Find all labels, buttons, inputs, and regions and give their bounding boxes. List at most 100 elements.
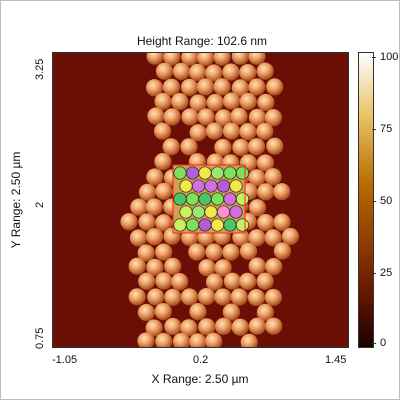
particle [180, 319, 198, 337]
labeled-particle [223, 166, 237, 180]
particle [230, 288, 248, 306]
colorbar-tick-mark [372, 57, 376, 58]
particle [172, 62, 191, 80]
particle [247, 138, 266, 156]
y-tick-mid: 2 [34, 201, 46, 208]
particle [155, 272, 173, 290]
particle [128, 257, 146, 275]
particle [130, 198, 148, 216]
particle [214, 109, 233, 127]
particle [155, 182, 173, 200]
labeled-particle [235, 192, 250, 206]
labeled-particle [216, 179, 231, 193]
labeled-particle [185, 218, 200, 232]
particle [145, 319, 163, 337]
particle [138, 213, 156, 231]
particle [248, 199, 267, 217]
particle [256, 303, 274, 322]
particle [155, 243, 173, 261]
particle [213, 78, 231, 96]
particle [137, 332, 155, 347]
particle [239, 242, 258, 260]
labeled-particle [229, 205, 243, 219]
particle [138, 272, 156, 290]
particle [256, 272, 274, 290]
particle [189, 63, 207, 81]
particle [164, 317, 182, 336]
particle [162, 78, 181, 96]
particle [189, 303, 207, 321]
particle [154, 153, 172, 171]
particle [273, 183, 291, 201]
particle [248, 257, 266, 275]
particle [214, 317, 233, 335]
particle [232, 138, 250, 157]
particle [137, 244, 155, 262]
labeled-particle [204, 205, 218, 219]
particle [146, 258, 164, 276]
labeled-particle [210, 192, 225, 206]
particle [162, 138, 180, 156]
particle [264, 288, 283, 307]
particle [222, 243, 240, 261]
particle [180, 78, 199, 96]
particle [248, 108, 266, 126]
labeled-particle [229, 179, 243, 193]
particle [239, 92, 257, 111]
labeled-particle [173, 192, 187, 206]
particle [239, 272, 257, 290]
particle [180, 138, 198, 156]
colorbar-tick-75: 75 [380, 123, 393, 135]
y-tick-bottom: 0.75 [34, 327, 46, 349]
particle [257, 213, 275, 232]
particle [256, 154, 275, 172]
labeled-particle [223, 192, 237, 206]
particle [230, 107, 248, 125]
particle [214, 259, 232, 277]
particle [197, 287, 216, 306]
particle [146, 228, 164, 246]
labeled-particle [210, 218, 225, 232]
y-axis-label: Y Range: 2.50 µm [9, 151, 23, 249]
particle [231, 53, 249, 65]
particle [205, 243, 223, 261]
colorbar-tick-25: 25 [380, 267, 393, 279]
particle [265, 317, 283, 335]
particle [198, 318, 216, 336]
particle [273, 242, 292, 260]
particle [181, 53, 199, 66]
labeled-particle [204, 179, 218, 193]
particle [247, 288, 266, 307]
particle [273, 213, 291, 231]
analysis-region-border [172, 164, 246, 234]
labeled-particle [216, 205, 231, 219]
particle [222, 63, 240, 81]
particle [256, 62, 274, 80]
particle [138, 183, 157, 201]
colorbar-tick-50: 50 [380, 195, 393, 207]
particle [181, 108, 199, 126]
particle [163, 108, 181, 126]
particle [205, 64, 223, 82]
particle [264, 229, 282, 247]
particle [188, 243, 206, 261]
particle [248, 53, 266, 65]
particle [222, 303, 240, 321]
labeled-particle [173, 166, 187, 180]
particle [154, 302, 172, 321]
particle [257, 183, 275, 201]
particle [239, 63, 257, 82]
particle [264, 168, 282, 186]
colorbar-tick-mark [372, 343, 376, 344]
afm-height-image [52, 52, 349, 348]
particle [145, 198, 163, 216]
particle [137, 303, 156, 322]
x-tick-right: 1.45 [325, 354, 347, 366]
colorbar-tick-0: 0 [380, 337, 387, 349]
particle [198, 259, 216, 277]
labeled-particle [173, 218, 187, 232]
particle [196, 78, 215, 96]
particle [153, 122, 172, 140]
particle [266, 137, 284, 155]
